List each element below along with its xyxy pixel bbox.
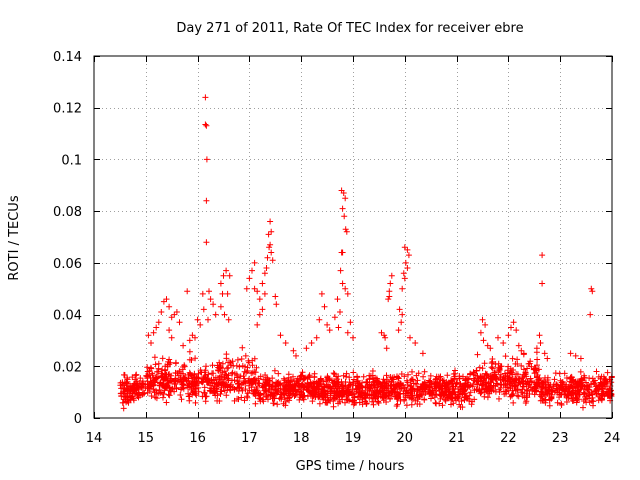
x-axis-label: GPS time / hours bbox=[296, 459, 405, 474]
grid-lines bbox=[94, 56, 612, 418]
x-tick-label: 22 bbox=[500, 431, 517, 446]
x-tick-label: 23 bbox=[552, 431, 569, 446]
y-tick-label: 0.04 bbox=[53, 309, 82, 324]
y-tick-labels: 0 0.02 0.04 0.06 0.08 0.1 0.12 0.14 bbox=[53, 50, 82, 427]
x-tick-label: 15 bbox=[138, 431, 155, 446]
axis-ticks bbox=[94, 56, 613, 419]
y-tick-label: 0.02 bbox=[53, 360, 82, 375]
y-tick-label: 0.14 bbox=[53, 50, 82, 65]
y-axis-label: ROTI / TECUs bbox=[7, 195, 22, 280]
x-tick-label: 16 bbox=[189, 431, 206, 446]
data-points bbox=[117, 94, 615, 412]
x-tick-label: 20 bbox=[397, 431, 414, 446]
plot-frame bbox=[93, 55, 613, 419]
x-tick-label: 24 bbox=[604, 431, 621, 446]
y-tick-label: 0.12 bbox=[53, 102, 82, 117]
y-tick-label: 0.06 bbox=[53, 257, 82, 272]
x-tick-label: 18 bbox=[293, 431, 310, 446]
x-tick-label: 21 bbox=[448, 431, 465, 446]
x-tick-label: 17 bbox=[241, 431, 258, 446]
y-tick-label: 0.08 bbox=[53, 205, 82, 220]
x-tick-label: 14 bbox=[86, 431, 103, 446]
y-tick-label: 0 bbox=[74, 412, 82, 427]
chart-title: Day 271 of 2011, Rate Of TEC Index for r… bbox=[176, 21, 523, 36]
x-tick-label: 19 bbox=[345, 431, 362, 446]
y-tick-label: 0.1 bbox=[61, 153, 82, 168]
x-tick-labels: 14 15 16 17 18 19 20 21 22 23 24 bbox=[86, 431, 621, 446]
roti-data-markers bbox=[117, 94, 615, 412]
